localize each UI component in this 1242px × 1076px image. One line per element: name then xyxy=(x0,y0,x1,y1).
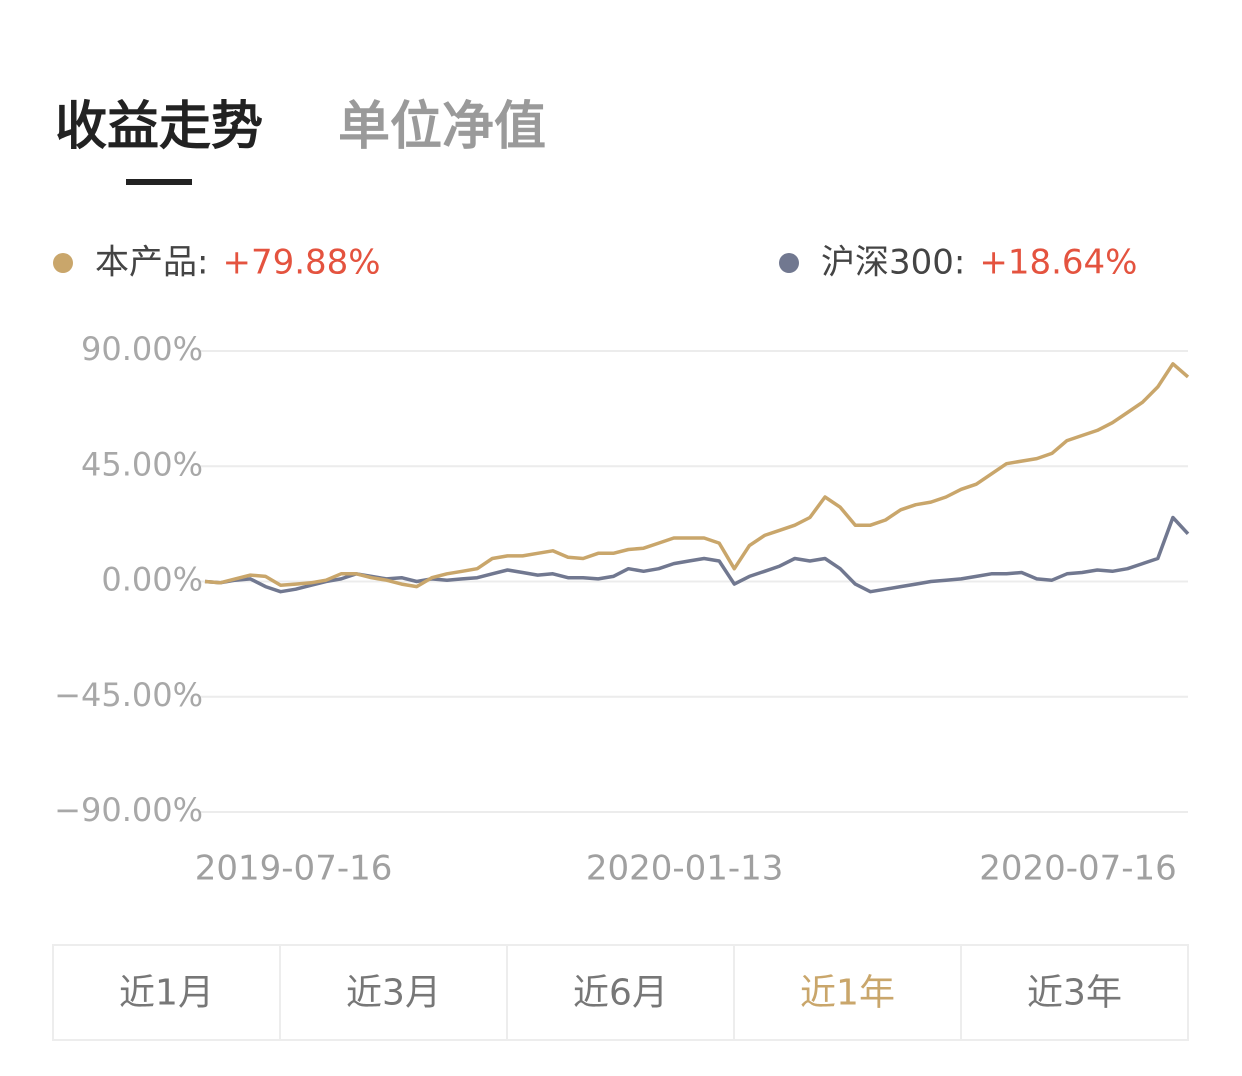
series-line xyxy=(204,362,1190,589)
legend-dot xyxy=(53,253,73,273)
period-button[interactable]: 近1年 xyxy=(800,973,895,1014)
legend-value: +18.64% xyxy=(979,243,1137,283)
period-button[interactable]: 近1月 xyxy=(119,973,214,1014)
y-tick-label: −45.00% xyxy=(54,676,203,714)
legend-label: 本产品: xyxy=(95,243,208,283)
tab[interactable]: 收益走势 xyxy=(55,97,263,157)
legend-value: +79.88% xyxy=(222,243,380,283)
tab-underline xyxy=(126,179,193,185)
y-tick-label: −90.00% xyxy=(54,791,203,829)
tab[interactable]: 单位净值 xyxy=(338,97,546,157)
x-tick-label: 2019-07-16 xyxy=(195,849,393,889)
period-bar xyxy=(52,944,1189,1041)
period-button[interactable]: 近3年 xyxy=(1027,973,1122,1014)
x-tick-label: 2020-01-13 xyxy=(586,849,784,889)
legend-label: 沪深300: xyxy=(821,243,965,283)
x-tick-label: 2020-07-16 xyxy=(979,849,1177,889)
y-tick-label: 0.00% xyxy=(101,561,203,599)
y-tick-label: 45.00% xyxy=(81,445,203,483)
period-button[interactable]: 近6月 xyxy=(573,973,668,1014)
y-tick-label: 90.00% xyxy=(81,330,203,368)
legend-dot xyxy=(779,253,799,273)
period-button[interactable]: 近3月 xyxy=(346,973,441,1014)
